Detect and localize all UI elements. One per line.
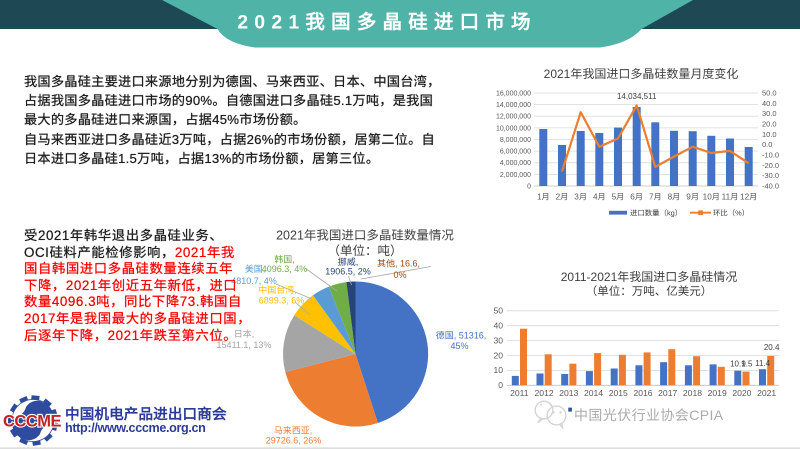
svg-text:45%: 45% bbox=[450, 341, 468, 351]
svg-text:30.0: 30.0 bbox=[762, 109, 777, 118]
svg-text:6月: 6月 bbox=[630, 193, 643, 202]
svg-text:http://www.cccme.org.cn: http://www.cccme.org.cn bbox=[65, 421, 206, 435]
svg-text:1906.5, 2%: 1906.5, 2% bbox=[325, 267, 371, 277]
svg-text:2011: 2011 bbox=[510, 388, 529, 398]
svg-text:40: 40 bbox=[493, 321, 503, 331]
svg-text:30: 30 bbox=[493, 335, 503, 345]
svg-text:2020: 2020 bbox=[732, 388, 751, 398]
svg-text:10.1: 10.1 bbox=[730, 360, 746, 369]
svg-text:15411.1, 13%: 15411.1, 13% bbox=[217, 340, 272, 350]
svg-text:韩国,: 韩国, bbox=[274, 255, 295, 265]
svg-text:11.4: 11.4 bbox=[755, 359, 771, 368]
svg-text:2021我国多晶硅进口市场: 2021我国多晶硅进口市场 bbox=[237, 12, 536, 34]
svg-text:4月: 4月 bbox=[593, 193, 606, 202]
svg-text:2011-2021年我国进口多晶硅情况: 2011-2021年我国进口多晶硅情况 bbox=[561, 270, 738, 284]
svg-text:5月: 5月 bbox=[612, 193, 625, 202]
svg-text:美国,: 美国, bbox=[245, 264, 266, 274]
svg-text:0%: 0% bbox=[393, 270, 406, 280]
svg-text:20: 20 bbox=[493, 350, 503, 360]
svg-text:11月: 11月 bbox=[722, 193, 739, 202]
svg-text:50.0: 50.0 bbox=[762, 89, 777, 98]
svg-text:环比（%）: 环比（%） bbox=[713, 209, 749, 218]
svg-text:8月: 8月 bbox=[668, 193, 681, 202]
svg-text:中国机电产品进出口商会: 中国机电产品进出口商会 bbox=[65, 406, 227, 423]
svg-text:8,000,000: 8,000,000 bbox=[500, 137, 531, 144]
svg-text:12月: 12月 bbox=[740, 193, 757, 202]
svg-text:中国台湾,: 中国台湾, bbox=[258, 285, 297, 295]
svg-text:2017: 2017 bbox=[658, 388, 677, 398]
svg-text:6,000,000: 6,000,000 bbox=[500, 149, 531, 156]
svg-text:马来西亚,: 马来西亚, bbox=[274, 426, 313, 436]
svg-text:0: 0 bbox=[527, 183, 531, 190]
svg-text:（单位：万吨、亿美元）: （单位：万吨、亿美元） bbox=[586, 285, 713, 298]
svg-text:4,000,000: 4,000,000 bbox=[500, 160, 531, 167]
svg-text:20.0: 20.0 bbox=[762, 120, 777, 129]
svg-text:50: 50 bbox=[493, 306, 503, 316]
svg-text:9月: 9月 bbox=[686, 193, 699, 202]
svg-text:14,000,000: 14,000,000 bbox=[496, 102, 531, 109]
svg-text:10月: 10月 bbox=[703, 193, 720, 202]
svg-text:CCCME: CCCME bbox=[3, 413, 61, 431]
svg-text:4810.7, 4%: 4810.7, 4% bbox=[231, 276, 277, 286]
svg-text:2014: 2014 bbox=[584, 388, 603, 398]
svg-text:2021年我国进口多晶硅数量情况: 2021年我国进口多晶硅数量情况 bbox=[276, 229, 454, 243]
svg-text:德国, 51316,: 德国, 51316, bbox=[436, 331, 487, 341]
svg-text:3月: 3月 bbox=[574, 193, 587, 202]
svg-text:2019: 2019 bbox=[708, 388, 727, 398]
svg-text:2013: 2013 bbox=[559, 388, 578, 398]
svg-text:16,000,000: 16,000,000 bbox=[496, 90, 531, 97]
svg-text:2,000,000: 2,000,000 bbox=[500, 172, 531, 179]
svg-text:2018: 2018 bbox=[683, 388, 702, 398]
svg-text:2015: 2015 bbox=[609, 388, 628, 398]
svg-text:4096.3, 4%: 4096.3, 4% bbox=[262, 264, 308, 274]
svg-text:-30.0: -30.0 bbox=[762, 171, 779, 180]
svg-text:6899.3, 6%: 6899.3, 6% bbox=[259, 296, 305, 306]
svg-text:挪威,: 挪威, bbox=[338, 257, 359, 267]
svg-text:2021: 2021 bbox=[757, 388, 776, 398]
svg-text:日本,: 日本, bbox=[234, 329, 255, 339]
svg-text:（单位：吨）: （单位：吨） bbox=[327, 244, 402, 258]
svg-text:进口数量（kg）: 进口数量（kg） bbox=[630, 209, 682, 218]
svg-text:40.0: 40.0 bbox=[762, 99, 777, 108]
svg-text:10,000,000: 10,000,000 bbox=[496, 125, 531, 132]
svg-text:2月: 2月 bbox=[556, 193, 569, 202]
svg-text:-40.0: -40.0 bbox=[762, 182, 779, 191]
svg-text:20.4: 20.4 bbox=[764, 343, 780, 352]
svg-text:-10.0: -10.0 bbox=[762, 151, 779, 160]
svg-text:10: 10 bbox=[493, 365, 503, 375]
svg-text:0.0: 0.0 bbox=[762, 140, 772, 149]
svg-text:9.5: 9.5 bbox=[741, 360, 753, 369]
svg-text:29726.6, 26%: 29726.6, 26% bbox=[266, 436, 322, 446]
svg-text:10.0: 10.0 bbox=[762, 130, 777, 139]
svg-text:1月: 1月 bbox=[537, 193, 550, 202]
svg-text:14,034,511: 14,034,511 bbox=[617, 92, 657, 101]
svg-text:其他, 16.6,: 其他, 16.6, bbox=[377, 259, 420, 269]
svg-text:2016: 2016 bbox=[633, 388, 652, 398]
svg-text:2021年我国进口多晶硅数量月度变化: 2021年我国进口多晶硅数量月度变化 bbox=[544, 67, 739, 81]
svg-text:12,000,000: 12,000,000 bbox=[496, 114, 531, 121]
svg-text:0: 0 bbox=[498, 380, 503, 390]
svg-text:中国光伏行业协会CPIA: 中国光伏行业协会CPIA bbox=[574, 407, 724, 423]
svg-text:-20.0: -20.0 bbox=[762, 161, 779, 170]
svg-text:7月: 7月 bbox=[649, 193, 662, 202]
svg-text:2012: 2012 bbox=[535, 388, 554, 398]
